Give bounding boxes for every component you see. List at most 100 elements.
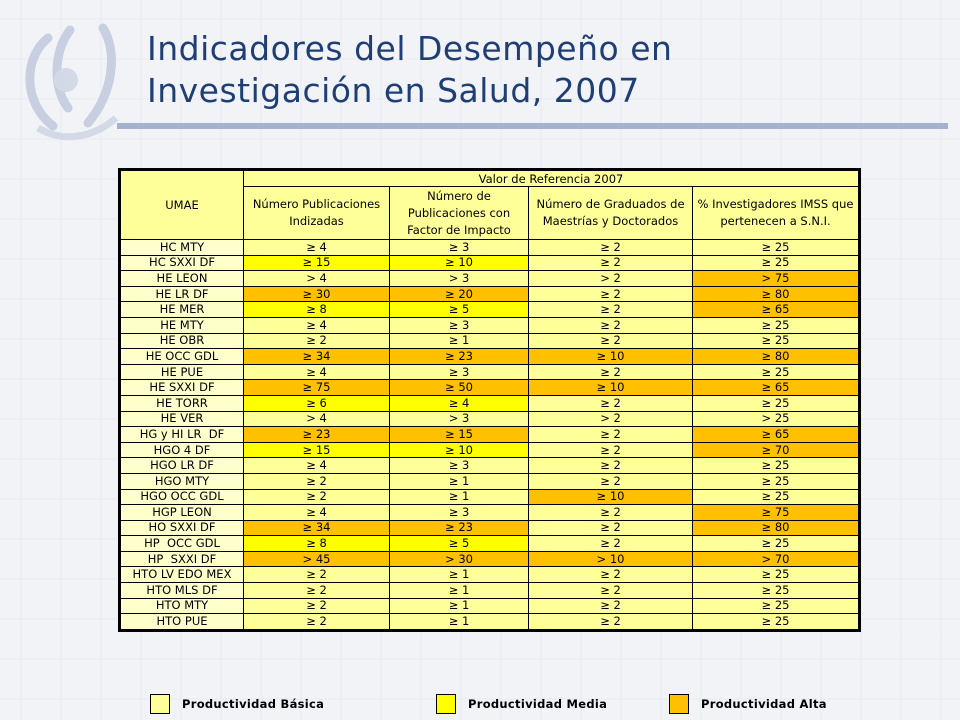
value-cell: ≥ 3 [389,239,529,256]
column-header-sni: % Investigadores IMSS que pertenecen a S… [692,186,859,240]
value-cell: ≥ 2 [528,301,693,318]
value-cell: ≥ 2 [528,363,693,381]
value-cell: ≥ 8 [243,535,390,552]
value-cell: ≥ 25 [692,582,859,599]
table-row: HE LEON > 4 > 3 > 2 > 75 [120,270,859,287]
value-cell: > 4 [243,270,390,287]
value-cell: ≥ 25 [692,613,859,630]
legend-label-media: Productividad Media [468,697,608,711]
umae-cell: HE MTY [120,316,244,334]
page-title: Indicadores del Desempeño en Investigaci… [147,28,672,112]
value-cell: ≥ 10 [528,488,693,506]
table-row: HGO LR DF ≥ 4 ≥ 3 ≥ 2 ≥ 25 [120,457,859,474]
value-cell: ≥ 65 [692,426,859,443]
value-cell: ≥ 1 [389,332,529,350]
umae-cell: HGO LR DF [120,457,244,474]
table-row: HTO LV EDO MEX ≥ 2 ≥ 1 ≥ 2 ≥ 25 [120,566,859,584]
umae-cell: HE LEON [120,270,244,287]
table-row: HE LR DF ≥ 30 ≥ 20 ≥ 2 ≥ 80 [120,285,859,303]
value-cell: ≥ 4 [243,363,390,381]
table-row: HE OCC GDL ≥ 34 ≥ 23 ≥ 10 ≥ 80 [120,348,859,365]
value-cell: ≥ 23 [389,348,529,365]
value-cell: ≥ 30 [243,285,390,303]
title-line-2: Investigación en Salud, 2007 [147,71,640,110]
umae-cell: HC SXXI DF [120,254,244,272]
umae-cell: HGO MTY [120,472,244,490]
value-cell: ≥ 25 [692,332,859,350]
value-cell: ≥ 75 [692,504,859,521]
imss-logo-watermark [25,23,119,141]
value-cell: ≥ 2 [243,332,390,350]
value-cell: ≥ 2 [528,519,693,537]
value-cell: > 4 [243,410,390,428]
legend-label-basica: Productividad Básica [182,697,325,711]
umae-cell: HE MER [120,301,244,318]
table-row: HC MTY ≥ 4 ≥ 3 ≥ 2 ≥ 25 [120,239,859,256]
value-cell: ≥ 2 [528,239,693,256]
value-cell: ≥ 1 [389,582,529,599]
value-cell: ≥ 2 [528,597,693,615]
table-row: HTO PUE ≥ 2 ≥ 1 ≥ 2 ≥ 25 [120,613,859,630]
value-cell: ≥ 23 [243,426,390,443]
value-cell: ≥ 2 [243,597,390,615]
table-row: HE MTY ≥ 4 ≥ 3 ≥ 2 ≥ 25 [120,316,859,334]
umae-cell: HE OBR [120,332,244,350]
title-underline [117,123,948,129]
table-body: HC MTY ≥ 4 ≥ 3 ≥ 2 ≥ 25 HC SXXI DF ≥ 15 ≥ 10 ≥ 2… [120,239,859,630]
umae-cell: HE OCC GDL [120,348,244,365]
column-header-publicaciones: Número Publicaciones Indizadas [243,186,390,240]
value-cell: ≥ 23 [389,519,529,537]
umae-cell: HGO 4 DF [120,441,244,459]
value-cell: ≥ 2 [528,441,693,459]
table-row: HE PUE ≥ 4 ≥ 3 ≥ 2 ≥ 25 [120,363,859,381]
value-cell: ≥ 3 [389,316,529,334]
umae-cell: HE LR DF [120,285,244,303]
value-cell: ≥ 10 [528,348,693,365]
value-cell: > 2 [528,270,693,287]
value-cell: ≥ 75 [243,379,390,396]
column-header-factor-impacto: Número de Publicaciones con Factor de Im… [389,186,529,240]
value-cell: ≥ 2 [528,613,693,630]
value-cell: ≥ 2 [243,582,390,599]
value-cell: ≥ 1 [389,488,529,506]
value-cell: ≥ 2 [528,472,693,490]
value-cell: ≥ 25 [692,472,859,490]
value-cell: ≥ 1 [389,566,529,584]
legend-swatch-media [436,694,456,714]
legend-swatch-alta [669,694,689,714]
legend-alta: Productividad Alta [669,692,827,716]
value-cell: ≥ 25 [692,316,859,334]
value-cell: ≥ 25 [692,488,859,506]
indicators-table: UMAE Valor de Referencia 2007 Número Pub… [120,170,859,630]
value-cell: ≥ 2 [243,613,390,630]
table-row: HGO MTY ≥ 2 ≥ 1 ≥ 2 ≥ 25 [120,472,859,490]
value-cell: > 10 [528,550,693,568]
table-border: UMAE Valor de Referencia 2007 Número Pub… [118,168,861,632]
table-row: HC SXXI DF ≥ 15 ≥ 10 ≥ 2 ≥ 25 [120,254,859,272]
value-cell: ≥ 5 [389,301,529,318]
value-cell: ≥ 20 [389,285,529,303]
value-cell: ≥ 25 [692,597,859,615]
value-cell: ≥ 10 [389,254,529,272]
value-cell: ≥ 10 [389,441,529,459]
value-cell: > 2 [528,410,693,428]
umae-cell: HP OCC GDL [120,535,244,552]
value-cell: ≥ 80 [692,348,859,365]
value-cell: ≥ 2 [528,566,693,584]
umae-cell: HE PUE [120,363,244,381]
value-cell: ≥ 25 [692,254,859,272]
value-cell: ≥ 25 [692,363,859,381]
value-cell: ≥ 3 [389,457,529,474]
table-row: HGO OCC GDL ≥ 2 ≥ 1 ≥ 10 ≥ 25 [120,488,859,506]
value-cell: ≥ 2 [528,457,693,474]
value-cell: > 30 [389,550,529,568]
value-cell: ≥ 4 [243,457,390,474]
umae-cell: HE SXXI DF [120,379,244,396]
value-cell: ≥ 1 [389,472,529,490]
value-cell: ≥ 65 [692,301,859,318]
value-cell: ≥ 8 [243,301,390,318]
value-cell: ≥ 2 [528,285,693,303]
value-cell: ≥ 3 [389,504,529,521]
value-cell: > 70 [692,550,859,568]
value-cell: > 3 [389,270,529,287]
